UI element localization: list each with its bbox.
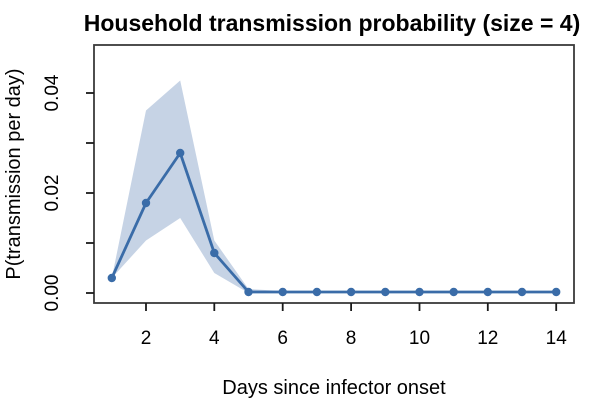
- mean-line: [110, 151, 558, 294]
- data-point: [449, 287, 458, 297]
- confidence-band-layer: [111, 80, 557, 293]
- x-tick-label: 4: [209, 328, 220, 349]
- x-tick-label: 6: [277, 328, 288, 349]
- data-point: [415, 287, 424, 297]
- y-tick-label: 0.04: [42, 74, 63, 111]
- tick-labels-layer: 2 4 6 8 10 12 14 0.00 0.02 0.04: [42, 74, 567, 349]
- data-point: [210, 248, 219, 258]
- data-point: [381, 287, 390, 297]
- data-point: [107, 273, 117, 283]
- x-tick-label: 8: [346, 328, 357, 349]
- x-tick-label: 12: [477, 328, 498, 349]
- x-tick-label: 10: [409, 328, 430, 349]
- x-tick-label: 14: [546, 328, 568, 349]
- plot-box: [93, 44, 575, 304]
- y-tick-label: 0.02: [42, 175, 63, 212]
- y-tick-label: 0.00: [42, 275, 63, 312]
- x-tick-label: 2: [141, 328, 152, 349]
- data-point: [176, 148, 185, 158]
- series-line-layer: [110, 151, 558, 294]
- data-point: [517, 287, 527, 297]
- data-point: [141, 198, 151, 208]
- x-axis-label: Days since infector onset: [222, 377, 446, 399]
- y-axis-label: P(transmission per day): [3, 68, 25, 279]
- data-point: [483, 287, 492, 297]
- plot-box-layer: [93, 44, 575, 304]
- axis-ticks-layer: [86, 92, 558, 311]
- chart-title: Household transmission probability (size…: [84, 10, 581, 36]
- data-point: [552, 287, 561, 297]
- data-points-layer: [107, 148, 561, 297]
- data-point: [312, 287, 322, 297]
- data-point: [346, 287, 356, 297]
- confidence-band: [111, 80, 557, 293]
- data-point: [244, 287, 253, 297]
- data-point: [278, 287, 287, 297]
